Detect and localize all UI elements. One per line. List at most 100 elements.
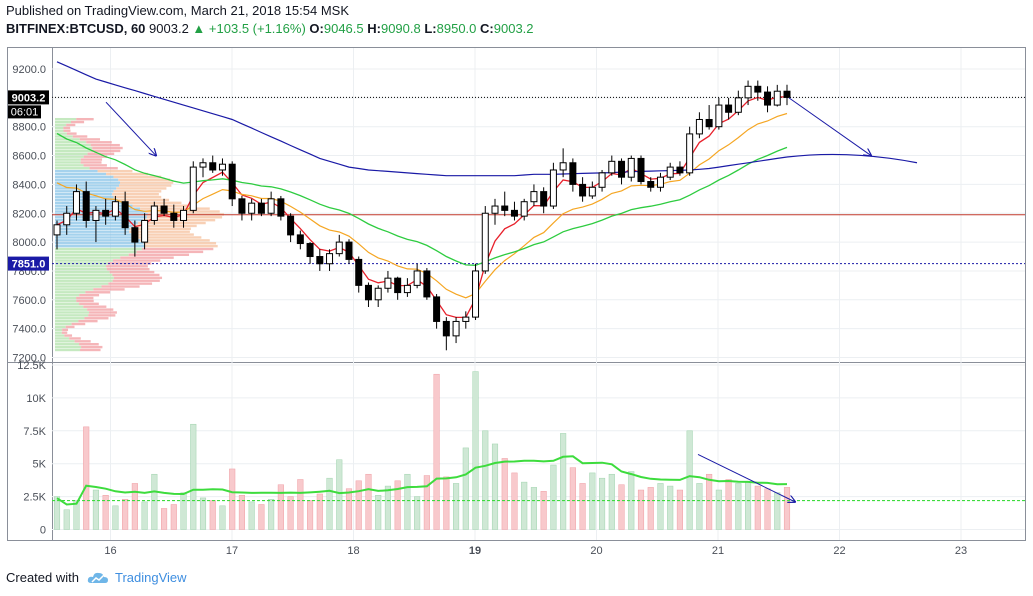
profile-down-bar [109, 270, 155, 274]
volume-bar [423, 475, 430, 530]
volume-bar [180, 492, 187, 530]
profile-up-bar [55, 299, 77, 303]
arrow-volume-down [697, 454, 795, 501]
profile-up-bar [55, 242, 144, 245]
volume-bar [161, 508, 168, 530]
volume-bar [316, 493, 323, 530]
grid [7, 47, 1026, 541]
profile-down-bar [79, 343, 99, 346]
profile-down-bar [79, 293, 100, 297]
volume-bar [599, 477, 606, 530]
price-tick-label: 8600.0 [12, 151, 46, 163]
volume-bar [53, 496, 61, 530]
profile-up-bar [55, 314, 89, 317]
volume-bar [783, 487, 791, 530]
profile-up-bar [55, 117, 77, 121]
candle-body [579, 183, 587, 197]
volume-bar [122, 498, 129, 530]
profile-up-bar [55, 230, 130, 233]
profile-down-bar [64, 334, 73, 337]
candle-body [63, 212, 71, 226]
profile-up-bar [55, 308, 88, 311]
volume-bar [199, 497, 207, 530]
volume-bar [336, 459, 343, 530]
candle-body [423, 270, 431, 298]
volume-bar [540, 491, 547, 530]
profile-up-bar [55, 132, 67, 135]
close-value: 9003.2 [493, 21, 534, 36]
profile-down-bar [63, 126, 71, 130]
ema-slow-line [56, 132, 788, 266]
candle-body [150, 205, 158, 221]
volume-bar [375, 495, 382, 530]
profile-up-bar [55, 276, 114, 280]
profile-up-bar [55, 224, 133, 228]
volume-bar [774, 492, 781, 530]
candle-body [131, 227, 139, 243]
time-tick-label: 21 [712, 545, 724, 557]
profile-up-bar [55, 317, 85, 320]
candle-body [559, 162, 567, 171]
profile-down-bar [71, 322, 86, 326]
moving-averages [56, 61, 918, 319]
profile-down-bar [140, 239, 210, 242]
profile-up-bar [55, 253, 129, 256]
price-tick-label: 8400.0 [12, 179, 46, 191]
candle-body [267, 198, 275, 214]
volume-bars [52, 371, 1025, 530]
tradingview-cloud-icon [87, 572, 108, 583]
candle-body [549, 169, 557, 207]
profile-down-bar [143, 242, 217, 245]
volume-bar [501, 458, 508, 530]
volume-bar [745, 481, 752, 530]
volume-bar [219, 505, 226, 530]
profile-up-bar [55, 184, 119, 187]
profile-down-bar [90, 143, 120, 147]
profile-up-bar [55, 340, 75, 343]
candle-body [180, 209, 188, 221]
candle-body [121, 201, 129, 229]
candle-body [209, 162, 217, 171]
profile-up-bar [55, 282, 109, 285]
volume-bar [258, 504, 265, 530]
tradingview-link[interactable]: TradingView [114, 570, 187, 585]
countdown-badge-text: 06:01 [11, 106, 39, 118]
profile-down-bar [78, 319, 98, 323]
candle-body [111, 201, 119, 217]
profile-down-bar [76, 299, 94, 303]
candle-body [355, 258, 363, 286]
candle-body [287, 215, 295, 236]
price-badges: 9003.2 06:01 7851.0 [8, 90, 49, 271]
volume-tick-label: 10K [26, 393, 46, 405]
candles [53, 80, 791, 351]
volume-bar [696, 483, 703, 530]
volume-tick-label: 12.5K [17, 360, 46, 372]
candle-body [520, 201, 528, 217]
candle-body [218, 163, 226, 171]
candle-body [754, 85, 762, 93]
profile-up-bar [55, 178, 119, 181]
profile-down-bar [144, 244, 218, 248]
profile-down-bar [89, 311, 117, 314]
volume-bar [686, 430, 693, 530]
support-level-badge [8, 256, 49, 271]
profile-up-bar [55, 221, 138, 225]
footer: Created with TradingView [6, 570, 187, 585]
candle-body [228, 163, 236, 200]
profile-down-bar [66, 123, 76, 127]
profile-down-bar [118, 184, 172, 187]
candle-body [53, 224, 61, 236]
profile-up-bar [55, 164, 84, 167]
volume-bar [190, 423, 197, 530]
volume-bar [92, 489, 99, 530]
candle-body [306, 243, 314, 258]
candle-body [598, 172, 606, 188]
profile-down-bar [131, 233, 194, 236]
candle-body [141, 219, 149, 243]
volume-bar [608, 473, 615, 530]
profile-down-bar [120, 181, 174, 184]
profile-down-bar [80, 158, 103, 161]
candle-body [442, 320, 450, 337]
volume-bar [579, 483, 586, 530]
